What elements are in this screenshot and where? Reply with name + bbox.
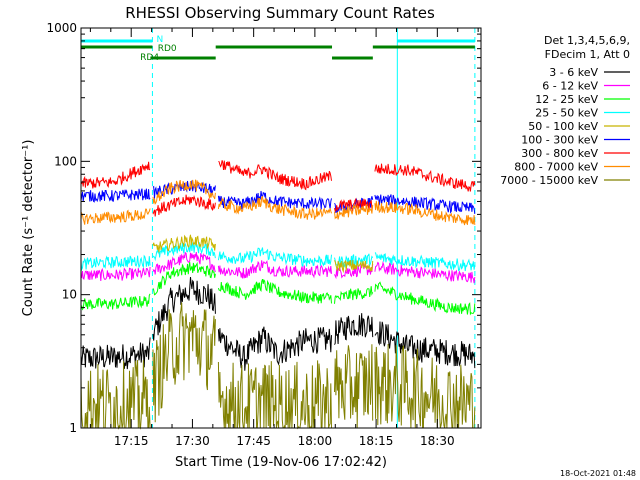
y-tick-label: 1 bbox=[69, 421, 77, 435]
legend-label: 50 - 100 keV bbox=[528, 120, 598, 133]
x-axis: 17:15 17:30 17:45 18:00 18:15 18:30 bbox=[89, 28, 479, 448]
legend-label: 100 - 300 keV bbox=[521, 134, 598, 147]
y-tick-label: 100 bbox=[54, 154, 77, 168]
series-line bbox=[152, 234, 374, 274]
series-6-12-kev bbox=[80, 251, 476, 284]
legend-label: 800 - 7000 keV bbox=[514, 161, 598, 174]
y-tick-label: 1000 bbox=[46, 21, 77, 35]
x-axis-label: Start Time (19-Nov-06 17:02:42) bbox=[175, 455, 387, 470]
x-tick-label: 18:15 bbox=[359, 434, 394, 448]
y-axis: 1 10 100 1000 bbox=[46, 21, 481, 435]
chart-title: RHESSI Observing Summary Count Rates bbox=[125, 4, 435, 22]
flag-label-rd4: RD4 bbox=[140, 53, 159, 63]
legend: Det 1,3,4,5,6,9, FDecim 1, Att 0 3 - 6 k… bbox=[500, 34, 630, 187]
x-tick-label: 18:30 bbox=[420, 434, 455, 448]
series-3-6-kev bbox=[80, 276, 476, 371]
series-12-25-kev bbox=[80, 261, 476, 316]
legend-header-line-2: FDecim 1, Att 0 bbox=[545, 48, 630, 61]
series-50-100-kev bbox=[152, 234, 374, 274]
legend-label: 6 - 12 keV bbox=[542, 80, 598, 93]
legend-label: 7000 - 15000 keV bbox=[500, 174, 598, 187]
plot-frame bbox=[80, 27, 482, 429]
legend-label: 25 - 50 keV bbox=[535, 107, 598, 120]
legend-label: 300 - 800 keV bbox=[521, 147, 598, 160]
series-line bbox=[80, 251, 476, 284]
x-tick-label: 17:30 bbox=[175, 434, 210, 448]
y-axis-label: Count Rate (s⁻¹ detector⁻¹) bbox=[21, 140, 36, 317]
flag-label-n: N bbox=[157, 35, 164, 45]
series-25-50-kev bbox=[80, 241, 476, 272]
series-line bbox=[80, 276, 476, 371]
series-800-7000-kev bbox=[80, 179, 476, 226]
series-line bbox=[80, 302, 476, 430]
series-line bbox=[80, 261, 476, 316]
x-tick-label: 18:00 bbox=[298, 434, 333, 448]
series-line bbox=[80, 179, 476, 226]
y-tick-label: 10 bbox=[62, 288, 77, 302]
x-tick-label: 17:15 bbox=[114, 434, 149, 448]
legend-label: 12 - 25 keV bbox=[535, 93, 598, 106]
timestamp: 18-Oct-2021 01:48 bbox=[560, 469, 636, 478]
x-tick-label: 17:45 bbox=[236, 434, 271, 448]
legend-header-line-1: Det 1,3,4,5,6,9, bbox=[544, 34, 630, 47]
series-300-800-kev bbox=[80, 160, 476, 217]
series-line bbox=[80, 241, 476, 272]
series-7000-15000-kev bbox=[80, 302, 476, 430]
series-line bbox=[80, 160, 476, 217]
legend-label: 3 - 6 keV bbox=[549, 66, 598, 79]
flag-label-rd0: RD0 bbox=[158, 44, 177, 54]
